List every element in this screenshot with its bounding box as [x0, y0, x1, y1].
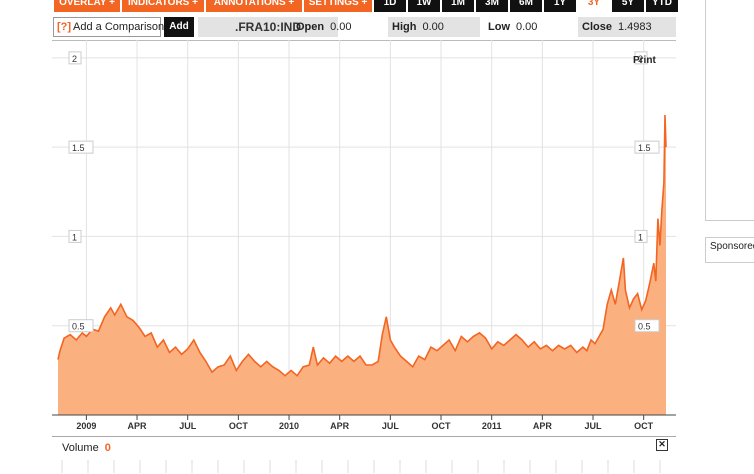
low-stat: Low 0.00 [484, 17, 576, 37]
x-tick-label: JUL [382, 421, 400, 431]
range-5y-button[interactable]: 5Y [612, 0, 644, 12]
range-3y-button[interactable]: 3Y [578, 0, 610, 12]
x-tick-label: APR [330, 421, 350, 431]
price-line [57, 114, 667, 377]
quote-bar: [?] Add a Comparison Add .FRA10:IND Open 0… [52, 15, 676, 41]
open-value: 0.00 [330, 21, 352, 33]
x-tick-label: APR [533, 421, 553, 431]
add-comparison-field[interactable]: [?] Add a Comparison [53, 17, 165, 37]
overlay-menu[interactable]: OVERLAY + [54, 0, 120, 12]
range-6m-button[interactable]: 6M [510, 0, 542, 12]
open-label: Open [296, 21, 325, 33]
volume-label-text: Volume [62, 442, 99, 454]
range-3m-button[interactable]: 3M [476, 0, 508, 12]
x-tick-label: 2009 [76, 421, 96, 431]
open-stat: Open 0.00 [292, 17, 384, 37]
x-tick-label: JUL [179, 421, 197, 431]
side-panel [705, 0, 754, 221]
y-tick-box [68, 229, 82, 243]
help-icon: [?] [57, 21, 72, 33]
y-tick-label-left: 2 [72, 54, 77, 64]
volume-panel: Volume 0 ✕ [52, 436, 676, 474]
y-tick-label-right: 0.5 [638, 322, 651, 332]
low-label: Low [488, 21, 510, 33]
high-stat: High 0.00 [388, 17, 480, 37]
y-tick-label-right: 1 [638, 232, 643, 242]
y-tick-label-left: 1.5 [72, 143, 85, 153]
y-tick-box [634, 229, 648, 243]
x-tick-label: OCT [229, 421, 249, 431]
price-area [58, 115, 666, 415]
y-tick-box [68, 140, 94, 154]
close-label: Close [582, 21, 612, 33]
low-value: 0.00 [516, 21, 538, 33]
x-tick-label: 2011 [482, 421, 502, 431]
compare-label: Add a Comparison [73, 21, 165, 33]
annotations-menu[interactable]: ANNOTATIONS + [206, 0, 302, 12]
high-label: High [392, 21, 417, 33]
close-icon[interactable]: ✕ [656, 439, 668, 451]
y-tick-box [68, 51, 82, 65]
symbol-label: .FRA10:IND [198, 17, 338, 37]
indicators-menu[interactable]: INDICATORS + [122, 0, 204, 12]
x-tick-label: OCT [634, 421, 654, 431]
sponsored-label: Sponsored [705, 237, 754, 263]
y-tick-box [634, 140, 660, 154]
y-tick-label-left: 0.5 [72, 322, 85, 332]
close-value: 1.4983 [617, 21, 652, 33]
range-1y-button[interactable]: 1Y [544, 0, 576, 12]
close-stat: Close 1.4983 [578, 17, 676, 37]
x-tick-label: JUL [585, 421, 603, 431]
x-tick-label: 2010 [279, 421, 299, 431]
y-tick-box [634, 51, 648, 65]
range-1m-button[interactable]: 1M [442, 0, 474, 12]
y-tick-box [68, 319, 94, 333]
y-tick-label-right: 2 [638, 54, 643, 64]
y-tick-label-left: 1 [72, 232, 77, 242]
settings-menu[interactable]: SETTINGS + [304, 0, 372, 12]
range-1d-button[interactable]: 1D [374, 0, 406, 12]
print-link[interactable]: Print [633, 55, 656, 66]
volume-value: 0 [104, 442, 111, 454]
range-1w-button[interactable]: 1W [408, 0, 440, 12]
range-ytd-button[interactable]: YTD [646, 0, 678, 12]
chart-toolbar: OVERLAY + INDICATORS + ANNOTATIONS + SET… [0, 0, 703, 12]
x-tick-label: APR [128, 421, 148, 431]
high-value: 0.00 [422, 21, 444, 33]
y-tick-label-right: 1.5 [638, 143, 651, 153]
add-button[interactable]: Add [164, 17, 194, 37]
x-tick-label: OCT [432, 421, 452, 431]
volume-label: Volume 0 [62, 442, 111, 454]
y-tick-box [634, 319, 660, 333]
